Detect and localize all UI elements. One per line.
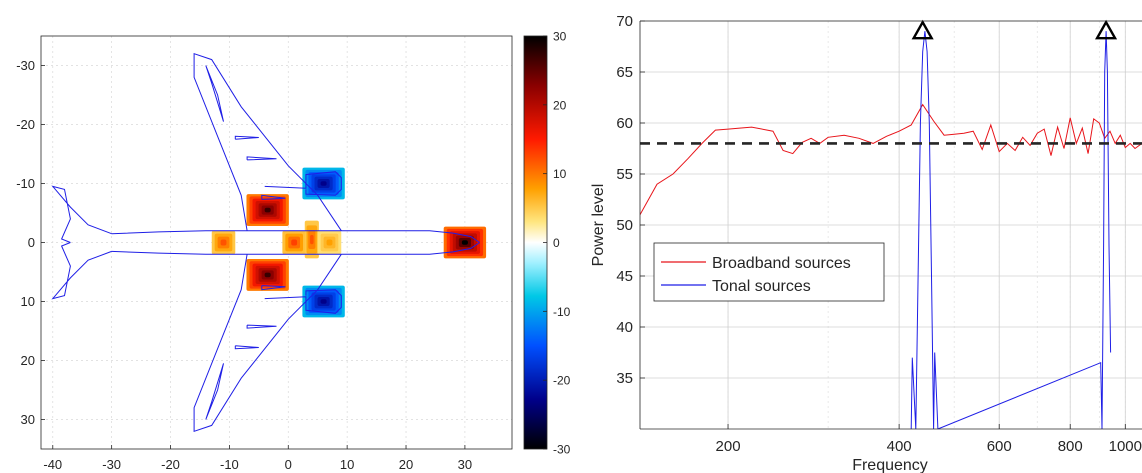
colorbar: 30 20 10 0 -10 -20 -30 <box>523 30 571 457</box>
map-y-tick-label: -10 <box>16 176 35 191</box>
map-y-tick-label: 0 <box>28 235 35 250</box>
spectrum-legend: Broadband sources Tonal sources <box>653 242 885 302</box>
flap-track-bottom-1 <box>234 345 259 350</box>
source-map-panel: -40 -30 -20 -10 0 10 20 30 -30 -20 -10 0 10 20 30 <box>16 35 513 472</box>
spectrum-y-tick-label: 35 <box>616 370 633 387</box>
map-x-tick-label: 20 <box>399 457 413 472</box>
flap-outline-top <box>205 65 224 122</box>
map-y-tick-label: 30 <box>21 412 35 427</box>
peak-triangle-marker <box>1095 19 1118 40</box>
colorbar-tick-label: 0 <box>553 236 560 250</box>
fuselage-outline-top <box>111 230 480 243</box>
map-y-tick-label: -20 <box>16 117 35 132</box>
spectrum-lines <box>640 31 1142 429</box>
flap-outline-bottom <box>205 363 224 420</box>
source-blob <box>291 239 298 246</box>
spectrum-y-tick-label: 65 <box>616 64 633 81</box>
spectrum-x-ticks: 200 400 600 800 1000 <box>716 424 1142 455</box>
map-y-tick-label: 10 <box>21 294 35 309</box>
spectrum-x-tick-label: 600 <box>987 438 1012 455</box>
spectrum-y-tick-label: 55 <box>616 166 633 183</box>
map-sources <box>211 167 487 318</box>
aircraft-outline <box>51 53 480 432</box>
map-x-tick-label: -30 <box>102 457 121 472</box>
spectrum-x-tick-label: 200 <box>716 438 741 455</box>
spectrum-y-tick-label: 45 <box>616 268 633 285</box>
spectrum-x-axis-label: Frequency <box>852 457 928 473</box>
source-blob <box>264 272 271 278</box>
fuselage-outline-bottom <box>111 242 480 255</box>
source-blob <box>461 240 468 245</box>
tail-outline-top <box>51 185 112 243</box>
spectrum-y-tick-label: 60 <box>616 115 633 132</box>
flap-track-top-1 <box>234 135 259 140</box>
spectrum-x-tick-label: 1000 <box>1109 438 1142 455</box>
map-y-ticks: -30 -20 -10 0 10 20 30 <box>16 58 45 427</box>
spectrum-y-axis-label: Power level <box>590 184 607 267</box>
tonal-series-line <box>910 31 1112 429</box>
nacelle-outline-bottom <box>264 289 342 314</box>
wing-outline-bottom <box>193 254 342 432</box>
source-blob <box>326 239 333 246</box>
map-x-tick-label: -10 <box>220 457 239 472</box>
colorbar-tick-label: -20 <box>553 374 571 388</box>
map-y-tick-label: 20 <box>21 353 35 368</box>
colorbar-tick-label: 10 <box>553 167 567 181</box>
legend-box <box>653 242 885 302</box>
colorbar-tick-label: 20 <box>553 98 567 112</box>
spectrum-y-tick-label: 70 <box>616 13 633 30</box>
spectrum-x-tick-label: 400 <box>887 438 912 455</box>
map-x-tick-label: -20 <box>161 457 180 472</box>
source-blob <box>320 299 327 304</box>
map-x-tick-label: 10 <box>340 457 354 472</box>
map-x-tick-label: -40 <box>43 457 62 472</box>
map-x-tick-label: 30 <box>458 457 472 472</box>
map-x-tick-label: 0 <box>285 457 292 472</box>
map-x-ticks: -40 -30 -20 -10 0 10 20 30 <box>43 445 472 472</box>
flap-track-bottom-2 <box>246 324 277 329</box>
spectrum-y-ticks: 35 40 45 50 55 60 65 70 <box>616 13 645 387</box>
source-blob <box>220 239 227 246</box>
colorbar-ticks: 30 20 10 0 -10 -20 -30 <box>543 30 571 457</box>
spectrum-x-tick-label: 800 <box>1058 438 1083 455</box>
source-blob <box>264 207 271 213</box>
flap-track-top-2 <box>246 156 277 161</box>
source-blob <box>310 234 314 245</box>
colorbar-tick-label: -10 <box>553 305 571 319</box>
flap-track-top-3 <box>261 194 286 200</box>
spectrum-panel: 200 400 600 800 1000 35 40 45 50 55 60 65 70 Freque… <box>590 13 1142 473</box>
peak-triangle-marker <box>911 19 934 40</box>
colorbar-tick-label: 30 <box>553 30 567 44</box>
legend-label-broadband: Broadband sources <box>712 255 851 272</box>
flap-track-bottom-3 <box>261 285 286 291</box>
spectrum-y-tick-label: 40 <box>616 319 633 336</box>
nacelle-outline-top <box>264 171 342 196</box>
spectrum-markers <box>911 19 1118 40</box>
wing-outline-top <box>193 53 342 231</box>
tail-outline-bottom <box>51 242 112 300</box>
spectrum-y-tick-label: 50 <box>616 217 633 234</box>
legend-label-tonal: Tonal sources <box>712 278 811 295</box>
colorbar-tick-label: -30 <box>553 443 571 457</box>
source-blob <box>320 181 327 186</box>
map-y-tick-label: -30 <box>16 58 35 73</box>
